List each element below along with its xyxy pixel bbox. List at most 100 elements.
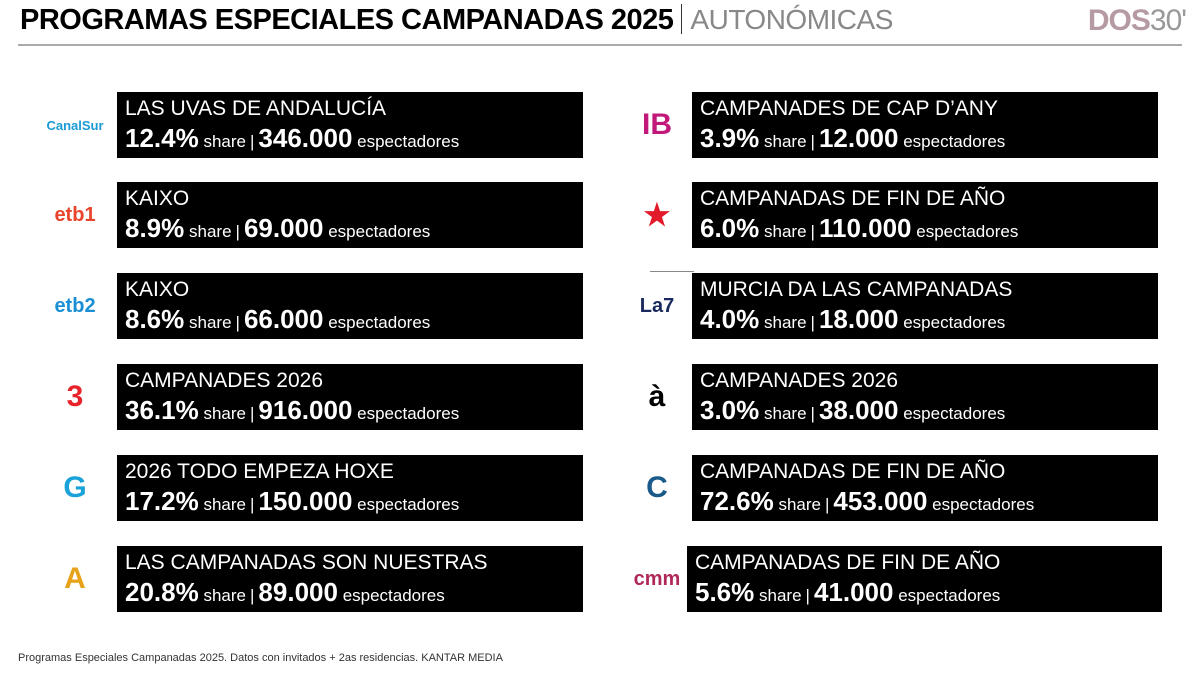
share-value: 3.9% — [700, 123, 760, 153]
stats-separator: | — [825, 495, 830, 514]
program-card: CAMPANADAS DE FIN DE AÑO 72.6% share | 453.… — [692, 455, 1158, 521]
program-card: CAMPANADES 2026 3.0% share | 38.000 especta… — [692, 364, 1158, 430]
footer-note: Programas Especiales Campanadas 2025. Da… — [18, 652, 503, 664]
page-title: PROGRAMAS ESPECIALES CAMPANADAS 2025 AUTO… — [20, 4, 893, 37]
program-name: CAMPANADAS DE FIN DE AÑO — [695, 551, 1001, 574]
program-stats: 5.6% share | 41.000 espectadores — [695, 576, 1162, 612]
viewers-label: espectadores — [903, 404, 1006, 423]
program-name: CAMPANADAS DE FIN DE AÑO — [700, 187, 1006, 210]
viewers-value: 453.000 — [833, 486, 928, 516]
share-value: 17.2% — [125, 486, 199, 516]
channel-logo-icon: G — [47, 463, 103, 513]
program-card: CAMPANADAS DE FIN DE AÑO 6.0% share | 110.0… — [692, 182, 1158, 248]
channel-logo-text: etb1 — [54, 203, 96, 226]
viewers-value: 66.000 — [243, 304, 324, 334]
viewers-value: 110.000 — [818, 213, 912, 243]
channel-logo-text: ★ — [643, 198, 671, 232]
share-value: 6.0% — [700, 213, 760, 243]
stats-separator: | — [235, 222, 240, 241]
channel-logo-text: à — [648, 380, 666, 413]
program-stats: 8.9% share | 69.000 espectadores — [125, 212, 583, 248]
channel-logo-text: G — [63, 471, 87, 504]
stats-separator: | — [235, 313, 240, 332]
viewers-label: espectadores — [932, 495, 1035, 514]
viewers-label: espectadores — [357, 495, 460, 514]
column-divider — [650, 271, 694, 272]
stats-separator: | — [250, 404, 255, 423]
channel-logo-text: 3 — [66, 380, 84, 413]
program-card: LAS CAMPANADAS SON NUESTRAS 20.8% share | 8… — [117, 546, 583, 612]
share-label: share — [203, 495, 246, 514]
viewers-value: 150.000 — [258, 486, 353, 516]
viewers-label: espectadores — [357, 132, 460, 151]
program-card: KAIXO 8.6% share | 66.000 espectadores — [117, 273, 583, 339]
channel-logo-icon: A — [47, 554, 103, 604]
brand-logo-b: 30' — [1149, 4, 1187, 37]
program-stats: 3.0% share | 38.000 espectadores — [700, 394, 1158, 430]
channel-logo-text: IB — [642, 108, 672, 141]
share-label: share — [764, 222, 807, 241]
share-label: share — [764, 404, 807, 423]
program-card: CAMPANADAS DE FIN DE AÑO 5.6% share | 41.00… — [687, 546, 1162, 612]
program-name: CAMPANADES 2026 — [125, 369, 324, 392]
share-label: share — [764, 313, 807, 332]
channel-logo-icon: etb2 — [47, 281, 103, 331]
channel-logo-text: etb2 — [54, 294, 96, 317]
program-name: MURCIA DA LAS CAMPANADAS — [700, 278, 1013, 301]
viewers-label: espectadores — [357, 404, 460, 423]
program-name: 2026 TODO EMPEZA HOXE — [125, 460, 394, 483]
title-separator — [681, 4, 683, 34]
program-name: KAIXO — [125, 187, 190, 210]
viewers-value: 12.000 — [818, 123, 899, 153]
stats-separator: | — [805, 586, 810, 605]
channel-logo-icon: La7 — [629, 281, 685, 331]
program-name: CAMPANADES 2026 — [700, 369, 899, 392]
viewers-value: 38.000 — [818, 395, 899, 425]
share-value: 8.9% — [125, 213, 185, 243]
viewers-value: 346.000 — [258, 123, 353, 153]
viewers-label: espectadores — [898, 586, 1001, 605]
share-value: 36.1% — [125, 395, 199, 425]
channel-logo-icon: C — [629, 463, 685, 513]
share-value: 4.0% — [700, 304, 760, 334]
channel-logo-icon: etb1 — [47, 190, 103, 240]
program-name: CAMPANADES DE CAP D’ANY — [700, 97, 998, 120]
channel-logo-icon: cmm — [629, 554, 685, 604]
program-name: CAMPANADAS DE FIN DE AÑO — [700, 460, 1006, 483]
viewers-value: 18.000 — [818, 304, 899, 334]
viewers-value: 69.000 — [243, 213, 324, 243]
viewers-label: espectadores — [328, 222, 431, 241]
brand-logo: DOS30' — [1087, 4, 1187, 38]
channel-logo-text: La7 — [639, 294, 675, 317]
share-label: share — [203, 132, 246, 151]
viewers-label: espectadores — [903, 132, 1006, 151]
share-value: 5.6% — [695, 577, 755, 607]
program-card: CAMPANADES 2026 36.1% share | 916.000 espec… — [117, 364, 583, 430]
program-stats: 8.6% share | 66.000 espectadores — [125, 303, 583, 339]
program-card: KAIXO 8.9% share | 69.000 espectadores — [117, 182, 583, 248]
header-divider — [18, 44, 1182, 46]
channel-logo-icon: 3 — [47, 372, 103, 422]
stats-separator: | — [250, 132, 255, 151]
viewers-label: espectadores — [342, 586, 445, 605]
brand-logo-a: DOS — [1087, 4, 1151, 37]
viewers-label: espectadores — [903, 313, 1006, 332]
program-name: LAS UVAS DE ANDALUCÍA — [125, 97, 387, 120]
channel-logo-icon: à — [629, 372, 685, 422]
program-name: LAS CAMPANADAS SON NUESTRAS — [125, 551, 488, 574]
share-value: 72.6% — [700, 486, 774, 516]
channel-logo-icon: ★ — [629, 190, 685, 240]
viewers-label: espectadores — [328, 313, 431, 332]
program-stats: 4.0% share | 18.000 espectadores — [700, 303, 1158, 339]
viewers-value: 916.000 — [258, 395, 353, 425]
program-stats: 6.0% share | 110.000 espectadores — [700, 212, 1158, 248]
channel-logo-text: A — [64, 562, 86, 595]
program-stats: 17.2% share | 150.000 espectadores — [125, 485, 583, 521]
share-label: share — [189, 222, 232, 241]
program-card: MURCIA DA LAS CAMPANADAS 4.0% share | 18.00… — [692, 273, 1158, 339]
stats-separator: | — [810, 313, 815, 332]
title-text: PROGRAMAS ESPECIALES CAMPANADAS 2025 — [20, 4, 674, 36]
share-label: share — [203, 586, 246, 605]
stats-separator: | — [250, 586, 255, 605]
share-value: 3.0% — [700, 395, 760, 425]
